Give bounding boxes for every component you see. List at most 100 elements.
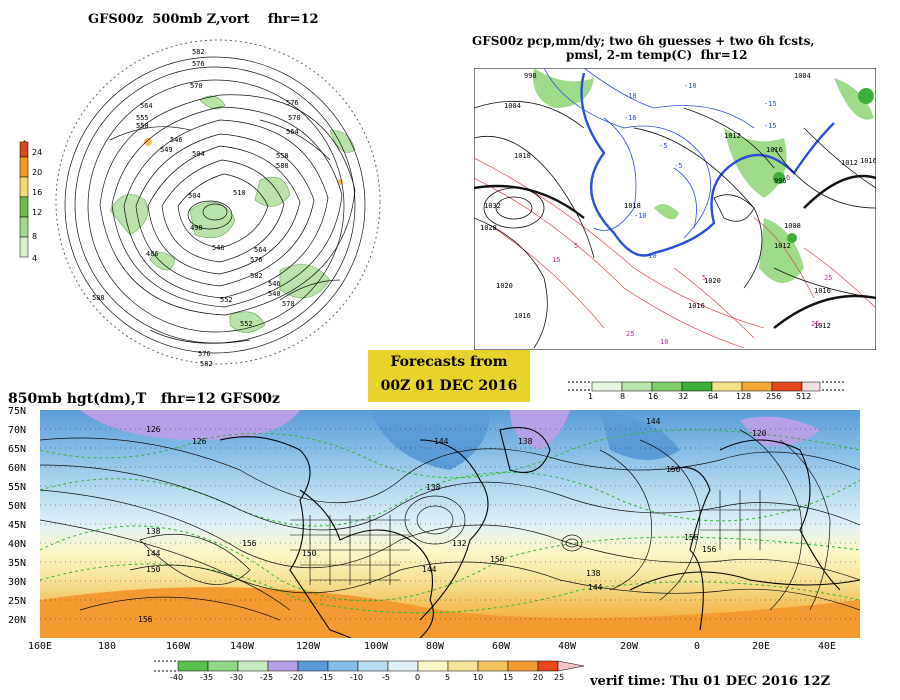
panel-pcp-title-2: pmsl, 2-m temp(C) fhr=12 [566,48,748,62]
lat-label: 45N [8,520,27,531]
svg-text:-10: -10 [624,92,637,100]
svg-text:546: 546 [268,280,281,288]
svg-text:126: 126 [192,437,207,446]
lat-label: 20N [8,615,27,626]
svg-text:558: 558 [276,152,289,160]
svg-text:150: 150 [490,555,505,564]
svg-text:1004: 1004 [504,102,521,110]
svg-text:546: 546 [170,136,183,144]
svg-text:1016: 1016 [814,287,831,295]
lat-label: 40N [8,539,27,550]
pcp-tick: 256 [766,392,782,401]
svg-text:588: 588 [276,162,289,170]
svg-text:558: 558 [136,122,149,130]
vort-tick: 20 [32,168,43,177]
svg-text:156: 156 [242,539,257,548]
panel-pcp-title-1: GFS00z pcp,mm/dy; two 6h guesses + two 6… [472,34,815,48]
svg-text:998: 998 [524,72,537,80]
svg-text:1012: 1012 [774,242,791,250]
svg-text:138: 138 [426,483,441,492]
pcp-tick: 16 [648,392,659,401]
lon-axis: 160E 180 160W 140W 120W 100W 80W 60W 40W… [0,641,900,655]
svg-text:1020: 1020 [704,277,721,285]
svg-text:144: 144 [588,583,603,592]
lon-label: 40E [818,641,837,652]
svg-text:582: 582 [250,272,263,280]
svg-text:576: 576 [192,60,205,68]
panel-pcp-map: 998 1004 1018 1032 1028 1020 1016 1018 1012 10… [474,68,876,350]
svg-text:510: 510 [233,189,246,197]
verif-time: verif time: Thu 01 DEC 2016 12Z [590,674,831,689]
svg-text:5: 5 [574,242,578,250]
pcp-colorbar: 1 8 16 32 64 128 256 512 [566,378,846,402]
lat-label: 65N [8,444,27,455]
svg-text:156: 156 [684,533,699,542]
svg-text:156: 156 [138,615,153,624]
svg-text:126: 126 [146,425,161,434]
svg-text:1004: 1004 [794,72,811,80]
svg-text:138: 138 [518,437,533,446]
svg-text:-16: -16 [624,114,637,122]
lon-label: 40W [558,641,577,652]
vort-tick: 16 [32,188,43,197]
svg-text:996: 996 [774,177,787,185]
svg-text:-10: -10 [684,82,697,90]
svg-text:-5: -5 [659,142,667,150]
temp-tick: -30 [230,673,244,682]
pcp-tick: 8 [620,392,626,401]
svg-text:570: 570 [288,114,301,122]
svg-text:582: 582 [200,360,213,368]
svg-text:552: 552 [240,320,253,328]
svg-text:156: 156 [702,545,717,554]
svg-text:6: 6 [786,174,790,182]
forecast-init-box: Forecasts from 00Z 01 DEC 2016 [368,350,530,402]
pcp-tick: 32 [678,392,689,401]
svg-text:1032: 1032 [484,202,501,210]
svg-text:1016: 1016 [860,157,876,165]
lon-label: 0 [694,641,701,652]
svg-text:25: 25 [811,320,819,328]
svg-text:1018: 1018 [624,202,641,210]
forecast-line-1: Forecasts from [390,354,508,370]
lon-label: 60W [492,641,511,652]
lat-label: 70N [8,425,27,436]
svg-text:1016: 1016 [766,146,783,154]
svg-text:1028: 1028 [480,224,497,232]
lon-label: 80W [426,641,445,652]
lon-label: 20E [752,641,771,652]
temp-tick: 10 [473,673,484,682]
svg-text:570: 570 [282,300,295,308]
svg-text:-10: -10 [634,212,647,220]
svg-text:564: 564 [286,128,299,136]
temp-tick: -5 [382,673,390,682]
svg-text:564: 564 [254,246,267,254]
panel-500mb-title: GFS00z 500mb Z,vort fhr=12 [88,12,319,27]
lat-label: 25N [8,596,27,607]
svg-text:546: 546 [212,244,225,252]
lon-label: 100W [364,641,389,652]
svg-text:150: 150 [666,465,681,474]
svg-text:486: 486 [146,250,159,258]
temp-tick: -20 [290,673,304,682]
temp-tick: 25 [554,673,565,682]
svg-text:-15: -15 [764,122,777,130]
vort-tick: 12 [32,208,43,217]
svg-text:144: 144 [146,549,161,558]
lon-label: 160W [166,641,191,652]
temp-tick: -10 [350,673,364,682]
temp-tick: 15 [503,673,514,682]
pcp-tick: 1 [588,392,594,401]
svg-text:-10: -10 [644,252,657,260]
svg-text:540: 540 [268,290,281,298]
svg-text:1012: 1012 [724,132,741,140]
temp-tick: -35 [200,673,214,682]
svg-text:144: 144 [646,417,661,426]
lat-label: 50N [8,501,27,512]
svg-text:564: 564 [140,102,153,110]
svg-text:504: 504 [192,150,205,158]
lon-label: 160E [28,641,53,652]
svg-text:132: 132 [452,539,467,548]
svg-text:144: 144 [422,565,437,574]
lon-label: 120W [296,641,321,652]
